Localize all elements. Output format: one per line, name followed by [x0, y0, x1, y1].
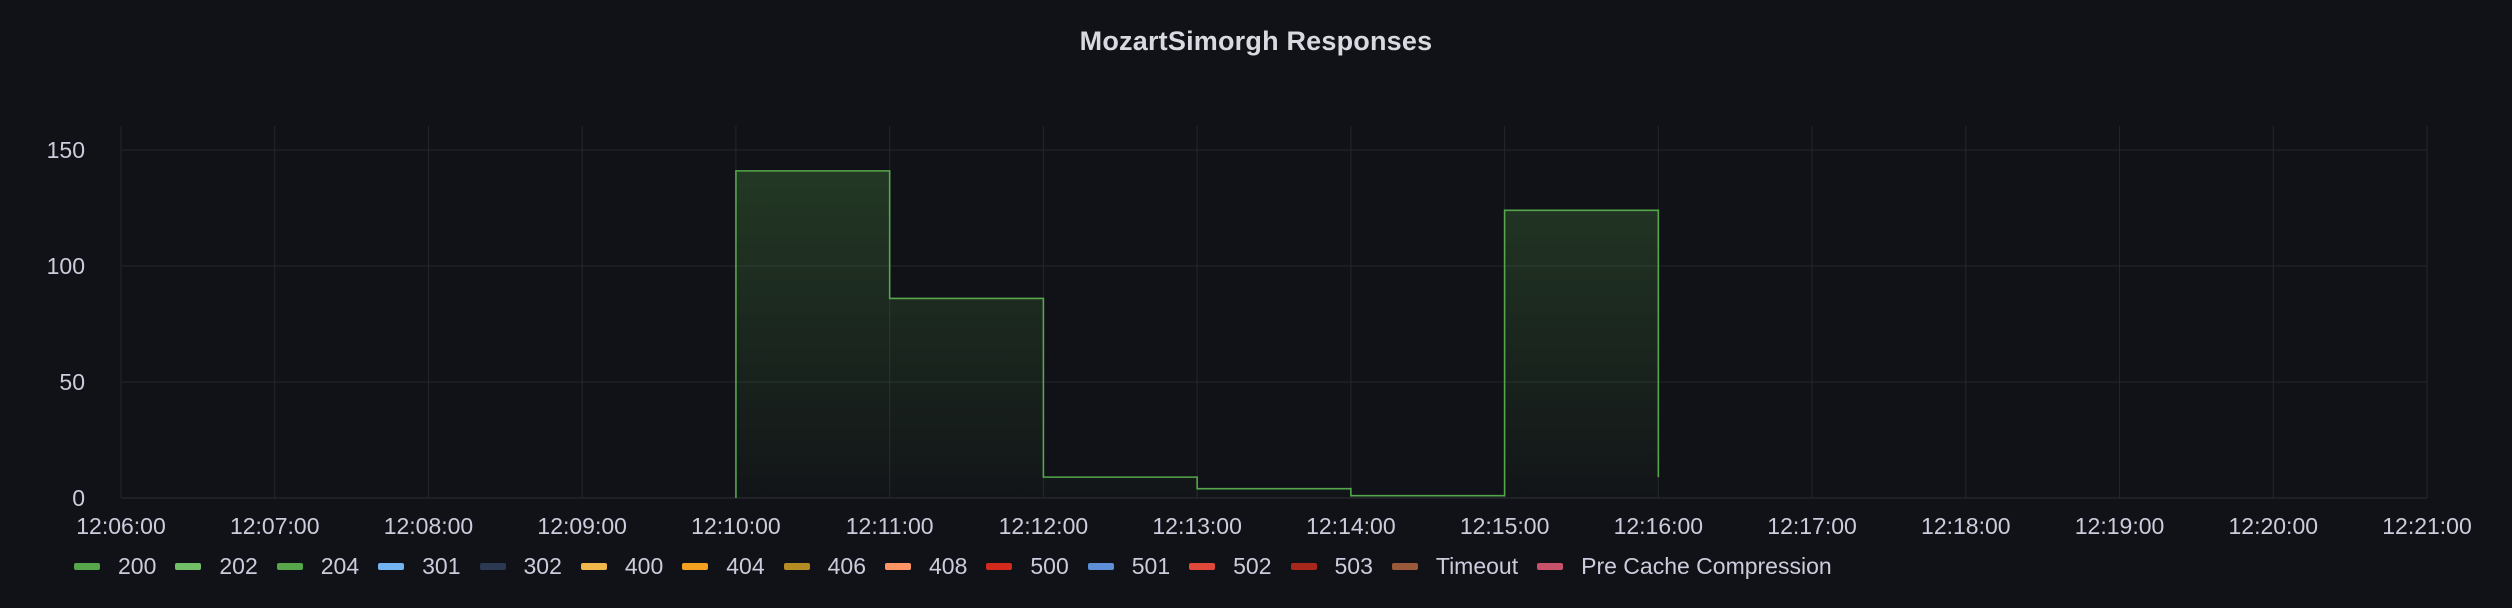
legend-item[interactable]: 501	[1087, 552, 1171, 580]
legend: 200 202 204 301 302 400 404 406 408 500 501 502 503 T…	[74, 550, 1851, 582]
legend-swatch	[1290, 562, 1317, 570]
legend-item[interactable]: 301	[378, 552, 461, 580]
legend-label: 503	[1334, 552, 1373, 579]
legend-item[interactable]: 503	[1290, 552, 1373, 580]
legend-swatch	[1391, 562, 1418, 570]
legend-item[interactable]: 204	[276, 552, 360, 580]
axis-labels: 12:06:00 12:07:00 12:08:00 12:09:00 12:10:00…	[47, 137, 2472, 539]
y-tick-label: 100	[47, 253, 85, 279]
legend-item[interactable]: 202	[175, 552, 258, 580]
y-tick-label: 50	[59, 369, 85, 395]
series-line-200[interactable]	[735, 170, 1660, 498]
legend-label: 502	[1233, 552, 1272, 579]
x-tick-label: 12:12:00	[999, 513, 1089, 539]
legend-swatch	[783, 562, 810, 570]
legend-label: 500	[1030, 552, 1069, 579]
y-tick-label: 0	[72, 485, 85, 511]
x-tick-label: 12:14:00	[1306, 513, 1396, 539]
x-tick-label: 12:21:00	[2382, 513, 2472, 539]
legend-item[interactable]: Pre Cache Compression	[1537, 553, 1832, 580]
legend-label: Timeout	[1435, 552, 1519, 579]
legend-item[interactable]: 500	[986, 552, 1069, 580]
legend-swatch	[276, 562, 303, 570]
x-tick-label: 12:10:00	[691, 513, 781, 539]
legend-item[interactable]: 400	[580, 552, 664, 580]
legend-label: 404	[726, 552, 765, 579]
legend-item[interactable]: 302	[479, 552, 562, 580]
legend-item[interactable]: 406	[783, 552, 866, 580]
legend-swatch	[479, 562, 506, 570]
legend-swatch	[885, 562, 911, 570]
x-tick-label: 12:15:00	[1460, 513, 1550, 539]
legend-swatch	[580, 562, 607, 570]
legend-label: 406	[827, 552, 866, 579]
legend-swatch	[1087, 562, 1114, 570]
legend-item[interactable]: 200	[74, 553, 156, 580]
x-tick-label: 12:13:00	[1152, 513, 1242, 539]
x-tick-label: 12:11:00	[846, 513, 934, 539]
x-tick-label: 12:16:00	[1614, 513, 1704, 539]
series-lines	[735, 170, 1660, 498]
legend-swatch	[175, 562, 202, 570]
legend-swatch	[378, 562, 405, 570]
panel-title[interactable]: MozartSimorgh Responses	[1079, 26, 1433, 56]
x-tick-label: 12:06:00	[76, 513, 166, 539]
legend-label: 302	[523, 552, 562, 579]
legend-swatch	[74, 562, 100, 570]
legend-swatch	[1189, 562, 1216, 570]
area-fills	[735, 170, 1659, 498]
legend-swatch	[682, 562, 709, 570]
x-tick-label: 12:19:00	[2075, 513, 2165, 539]
legend-label: 400	[624, 552, 664, 579]
grid-lines	[120, 126, 2428, 499]
x-tick-label: 12:18:00	[1921, 513, 2011, 539]
legend-label: 204	[320, 552, 360, 579]
x-tick-label: 12:09:00	[537, 513, 627, 539]
x-tick-label: 12:17:00	[1767, 513, 1857, 539]
series-area-200	[735, 170, 1659, 498]
legend-label: 301	[422, 552, 461, 579]
legend-label: 200	[118, 552, 157, 579]
legend-swatch	[986, 562, 1013, 570]
legend-label: 501	[1131, 552, 1171, 579]
legend-item[interactable]: Timeout	[1391, 552, 1519, 580]
legend-item[interactable]: 404	[682, 552, 765, 580]
legend-item[interactable]: 502	[1189, 552, 1272, 580]
legend-swatch	[1537, 562, 1564, 570]
legend-label: 202	[219, 552, 258, 579]
x-tick-label: 12:07:00	[230, 513, 320, 539]
legend-label: Pre Cache Compression	[1581, 552, 1832, 579]
legend-item[interactable]: 408	[885, 553, 967, 580]
y-tick-label: 150	[47, 137, 85, 163]
x-tick-label: 12:08:00	[384, 513, 474, 539]
legend-label: 408	[929, 552, 968, 579]
x-tick-label: 12:20:00	[2229, 513, 2319, 539]
